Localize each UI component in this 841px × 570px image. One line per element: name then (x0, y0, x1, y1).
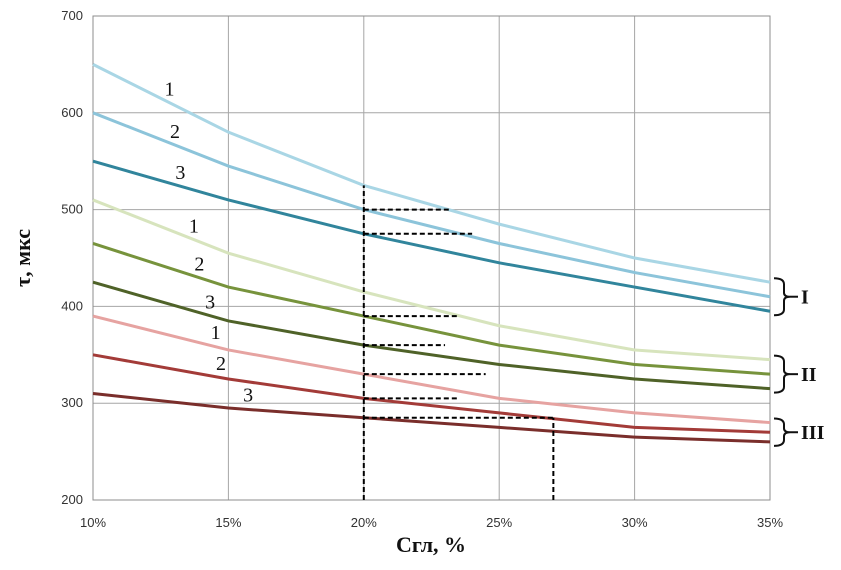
line-label: 2 (170, 121, 180, 143)
group-label: III (801, 422, 825, 444)
x-tick-label: 25% (486, 515, 512, 530)
series-line (92, 159, 771, 313)
y-tick-label: 700 (61, 8, 83, 23)
line-label: 1 (189, 215, 199, 237)
y-tick-label: 600 (61, 105, 83, 120)
series-line (92, 242, 771, 376)
series-line (92, 353, 771, 434)
x-axis-label: Сгл, % (396, 532, 466, 557)
x-tick-label: 15% (215, 515, 241, 530)
y-tick-label: 500 (61, 202, 83, 217)
line-label: 1 (165, 79, 175, 101)
plot-border (92, 15, 771, 501)
line-label: 2 (194, 253, 204, 275)
y-tick-label: 300 (61, 395, 83, 410)
series-line (92, 63, 771, 284)
line-label: 1 (211, 322, 221, 344)
y-axis-label: τ, мкс (10, 229, 35, 287)
line-label: 2 (216, 353, 226, 375)
y-tick-label: 200 (61, 492, 83, 507)
line-label: 3 (175, 162, 185, 184)
series-line (92, 198, 771, 362)
x-tick-label: 30% (622, 515, 648, 530)
line-label: 3 (205, 291, 215, 313)
series-line (92, 314, 771, 425)
series-line (92, 280, 771, 391)
line-label: 3 (243, 385, 253, 407)
group-label: II (801, 364, 817, 386)
x-tick-label: 20% (351, 515, 377, 530)
series-line (92, 111, 771, 299)
x-tick-label: 35% (757, 515, 783, 530)
x-tick-label: 10% (80, 515, 106, 530)
group-label: I (801, 287, 809, 309)
series-line (92, 392, 771, 444)
y-tick-label: 400 (61, 298, 83, 313)
